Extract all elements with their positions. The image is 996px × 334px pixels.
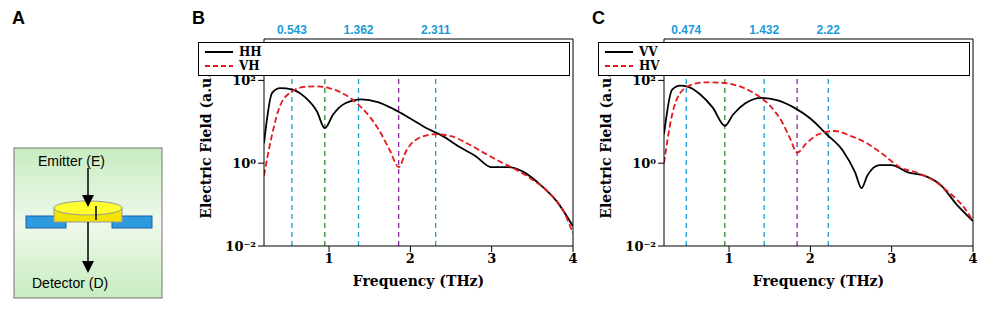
svg-text:1.362: 1.362 (343, 23, 373, 37)
svg-text:1: 1 (325, 251, 334, 266)
html-text:A: A (12, 8, 25, 28)
html-text:VV: VV (639, 45, 658, 59)
svg-text:Frequency (THz): Frequency (THz) (753, 273, 884, 289)
svg-text:3: 3 (487, 251, 496, 266)
svg-text:Electric Field (a.u.): Electric Field (a.u.) (598, 66, 614, 218)
svg-text:10⁻²: 10⁻² (225, 239, 256, 254)
html-text:C: C (592, 8, 605, 28)
html-text:B: B (192, 8, 205, 28)
svg-text:10⁰: 10⁰ (232, 156, 256, 171)
html-text:VH: VH (239, 59, 260, 73)
html-text:HV: HV (639, 59, 660, 73)
svg-text:10⁰: 10⁰ (632, 156, 656, 171)
svg-text:2: 2 (806, 251, 815, 266)
svg-text:Electric Field (a.u.): Electric Field (a.u.) (198, 66, 214, 218)
svg-text:1: 1 (725, 251, 734, 266)
svg-text:Detector (D): Detector (D) (32, 275, 108, 291)
svg-text:2.311: 2.311 (421, 23, 451, 37)
svg-text:1.837: 1.837 (782, 42, 812, 56)
svg-text:Emitter (E): Emitter (E) (38, 153, 105, 169)
svg-text:10⁻²: 10⁻² (625, 239, 656, 254)
html-text:HH: HH (239, 45, 262, 59)
svg-text:2.22: 2.22 (817, 23, 841, 37)
svg-text:3: 3 (887, 251, 896, 266)
svg-text:Frequency (THz): Frequency (THz) (353, 273, 484, 289)
svg-text:0.948: 0.948 (710, 42, 740, 56)
svg-text:0.948: 0.948 (310, 42, 340, 56)
svg-text:1.432: 1.432 (749, 23, 779, 37)
svg-text:2: 2 (406, 251, 415, 266)
svg-text:4: 4 (968, 251, 977, 266)
svg-text:0.543: 0.543 (277, 23, 307, 37)
svg-text:0.474: 0.474 (671, 23, 701, 37)
svg-text:1.856: 1.856 (384, 42, 414, 56)
svg-text:10²: 10² (632, 73, 656, 88)
svg-text:10²: 10² (232, 73, 256, 88)
svg-text:4: 4 (568, 251, 577, 266)
